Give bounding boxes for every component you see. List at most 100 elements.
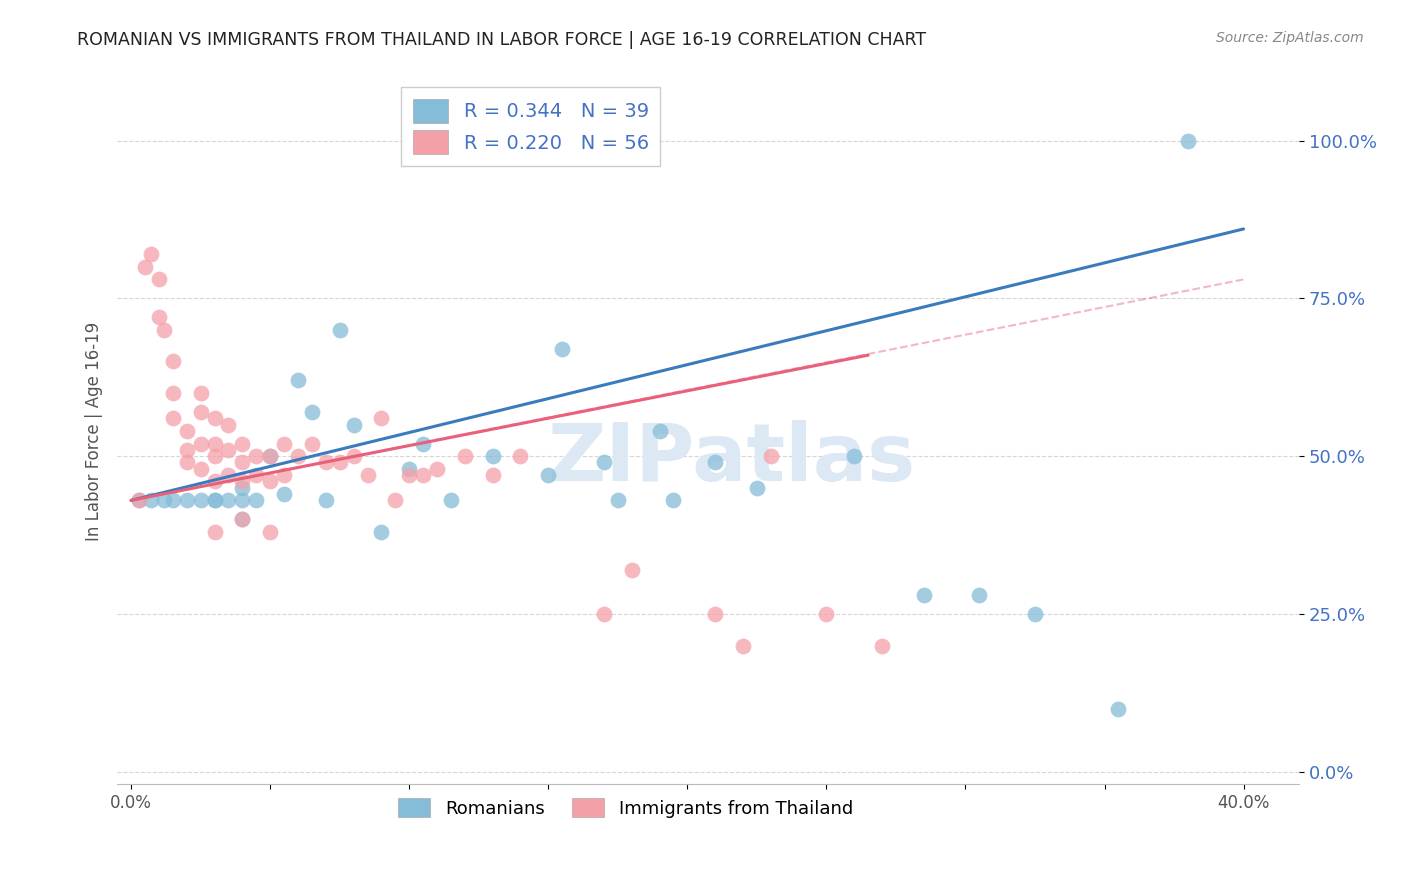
Point: [342, 449, 364, 463]
Point: [204, 493, 226, 508]
Point: [153, 493, 176, 508]
Y-axis label: In Labor Force | Age 16-19: In Labor Force | Age 16-19: [86, 321, 103, 541]
Point: [329, 455, 352, 469]
Point: [176, 442, 198, 457]
Point: [259, 449, 281, 463]
Point: [620, 563, 643, 577]
Point: [301, 436, 323, 450]
Point: [412, 468, 434, 483]
Point: [190, 386, 212, 401]
Point: [190, 462, 212, 476]
Point: [217, 468, 239, 483]
Point: [231, 481, 253, 495]
Point: [844, 449, 866, 463]
Point: [139, 493, 162, 508]
Point: [148, 272, 170, 286]
Point: [190, 493, 212, 508]
Point: [273, 487, 295, 501]
Point: [204, 436, 226, 450]
Point: [153, 323, 176, 337]
Point: [176, 455, 198, 469]
Point: [648, 424, 671, 438]
Point: [662, 493, 685, 508]
Point: [162, 411, 184, 425]
Point: [356, 468, 378, 483]
Point: [370, 524, 392, 539]
Point: [593, 607, 616, 621]
Point: [370, 411, 392, 425]
Point: [217, 442, 239, 457]
Point: [204, 449, 226, 463]
Point: [162, 354, 184, 368]
Point: [162, 493, 184, 508]
Point: [1107, 701, 1129, 715]
Point: [440, 493, 463, 508]
Point: [231, 436, 253, 450]
Point: [454, 449, 477, 463]
Point: [551, 342, 574, 356]
Point: [273, 468, 295, 483]
Point: [128, 493, 150, 508]
Point: [398, 462, 420, 476]
Point: [176, 493, 198, 508]
Point: [204, 411, 226, 425]
Point: [134, 260, 156, 274]
Point: [217, 493, 239, 508]
Point: [204, 524, 226, 539]
Point: [1024, 607, 1046, 621]
Point: [342, 417, 364, 432]
Point: [245, 449, 267, 463]
Point: [412, 436, 434, 450]
Point: [481, 449, 503, 463]
Point: [162, 386, 184, 401]
Point: [139, 247, 162, 261]
Point: [315, 455, 337, 469]
Point: [315, 493, 337, 508]
Text: Source: ZipAtlas.com: Source: ZipAtlas.com: [1216, 31, 1364, 45]
Point: [704, 607, 727, 621]
Point: [593, 455, 616, 469]
Point: [606, 493, 628, 508]
Point: [231, 475, 253, 489]
Point: [245, 493, 267, 508]
Point: [190, 405, 212, 419]
Point: [426, 462, 449, 476]
Point: [537, 468, 560, 483]
Point: [190, 436, 212, 450]
Point: [287, 449, 309, 463]
Point: [745, 481, 768, 495]
Point: [217, 417, 239, 432]
Point: [731, 639, 754, 653]
Point: [870, 639, 893, 653]
Point: [912, 588, 935, 602]
Point: [259, 524, 281, 539]
Point: [245, 468, 267, 483]
Point: [384, 493, 406, 508]
Point: [481, 468, 503, 483]
Point: [759, 449, 782, 463]
Point: [704, 455, 727, 469]
Point: [128, 493, 150, 508]
Point: [259, 475, 281, 489]
Legend: Romanians, Immigrants from Thailand: Romanians, Immigrants from Thailand: [391, 790, 860, 825]
Point: [176, 424, 198, 438]
Point: [969, 588, 991, 602]
Point: [301, 405, 323, 419]
Point: [231, 455, 253, 469]
Point: [148, 310, 170, 325]
Point: [509, 449, 531, 463]
Point: [1177, 134, 1199, 148]
Point: [259, 449, 281, 463]
Point: [231, 493, 253, 508]
Point: [398, 468, 420, 483]
Point: [273, 436, 295, 450]
Point: [815, 607, 838, 621]
Point: [231, 512, 253, 526]
Point: [204, 493, 226, 508]
Point: [231, 512, 253, 526]
Point: [329, 323, 352, 337]
Text: ZIPatlas: ZIPatlas: [548, 420, 915, 499]
Text: ROMANIAN VS IMMIGRANTS FROM THAILAND IN LABOR FORCE | AGE 16-19 CORRELATION CHAR: ROMANIAN VS IMMIGRANTS FROM THAILAND IN …: [77, 31, 927, 49]
Point: [204, 475, 226, 489]
Point: [287, 373, 309, 387]
